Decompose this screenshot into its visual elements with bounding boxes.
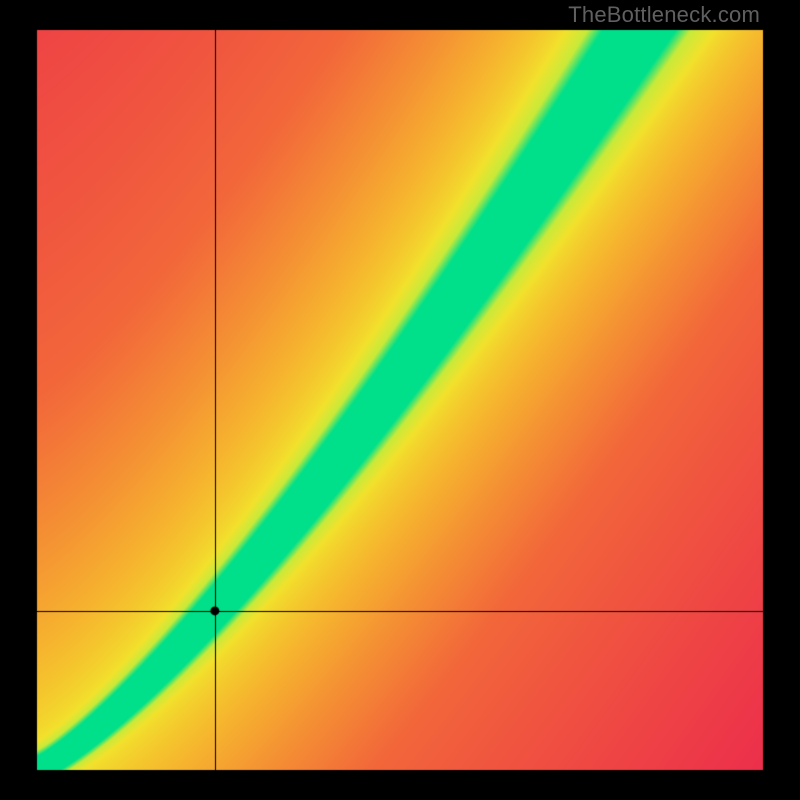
bottleneck-heatmap (0, 0, 800, 800)
watermark-text: TheBottleneck.com (568, 2, 760, 28)
chart-container: TheBottleneck.com (0, 0, 800, 800)
